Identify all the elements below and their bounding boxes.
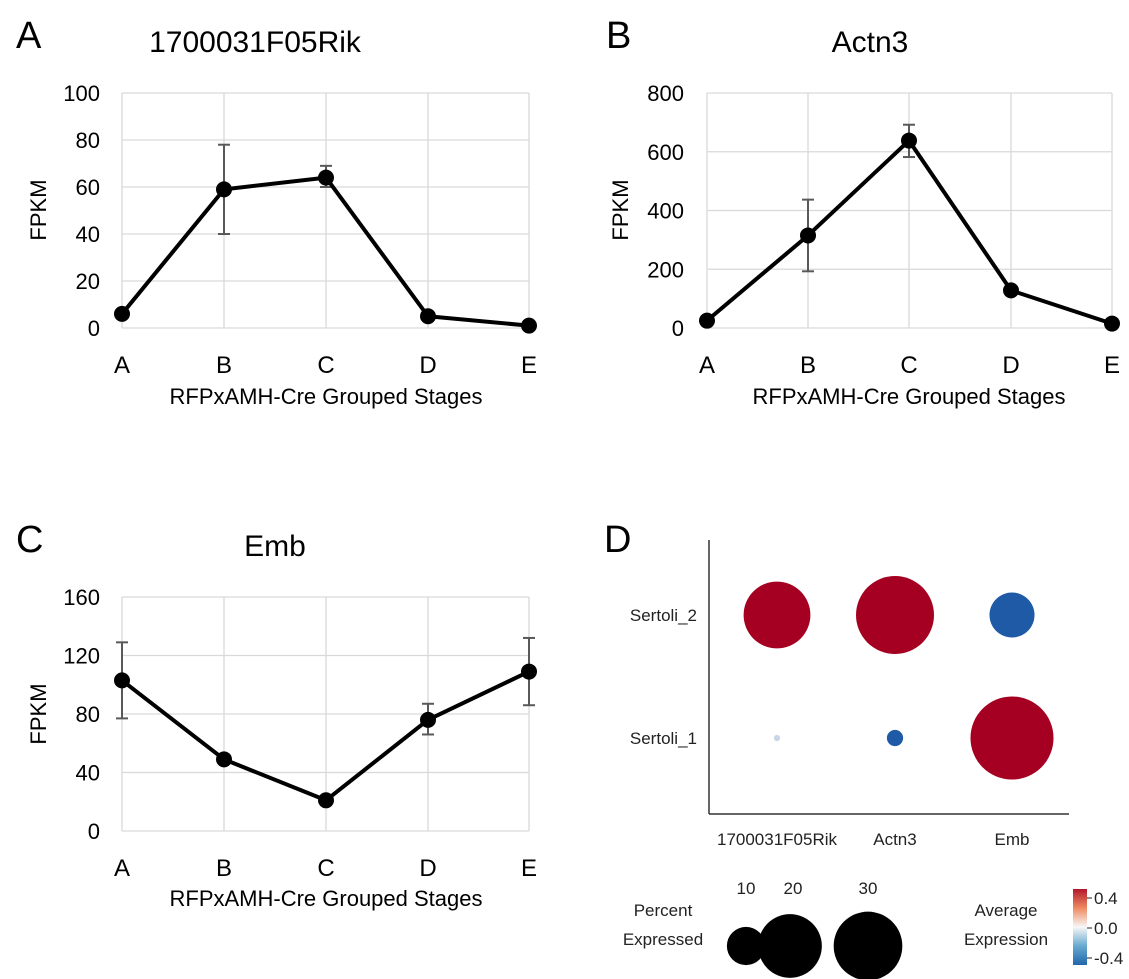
data-point <box>114 305 130 322</box>
y-tick-label: 100 <box>63 81 100 106</box>
data-point <box>1104 315 1120 332</box>
data-point <box>216 181 232 198</box>
x-tick-label: D <box>419 352 436 379</box>
gene-label: Emb <box>995 830 1030 849</box>
y-axis-title: FPKM <box>26 179 51 240</box>
x-tick-label: D <box>419 855 436 882</box>
x-tick-label: E <box>521 352 537 379</box>
data-point <box>318 792 334 809</box>
x-tick-label: B <box>800 352 816 379</box>
x-axis-title: RFPxAMH-Cre Grouped Stages <box>753 384 1066 409</box>
x-tick-label: B <box>216 855 232 882</box>
color-legend-bar <box>1073 889 1087 965</box>
y-tick-label: 400 <box>647 199 684 224</box>
panel-label: D <box>604 519 631 561</box>
size-legend-label: 10 <box>737 879 756 898</box>
x-tick-label: A <box>699 352 715 379</box>
chart-title: Emb <box>244 530 306 563</box>
dot <box>743 581 811 649</box>
y-tick-label: 120 <box>63 644 100 669</box>
color-legend-label: 0.4 <box>1094 889 1118 908</box>
line-chart-A: A 1700031F05Rik 0 20 40 60 80 100 A B C D E FPKM RFPxA… <box>16 15 537 409</box>
x-tick-label: A <box>114 352 130 379</box>
dot <box>886 729 904 747</box>
x-tick-label: E <box>521 855 537 882</box>
color-legend-label: -0.4 <box>1094 949 1123 968</box>
y-tick-label: 600 <box>647 140 684 165</box>
group-label: Sertoli_2 <box>630 606 697 625</box>
y-axis-title: FPKM <box>608 179 633 240</box>
size-legend-circle <box>726 926 766 966</box>
dot <box>856 576 934 654</box>
x-tick-label: C <box>317 855 334 882</box>
y-tick-label: 0 <box>88 316 100 341</box>
x-tick-label: A <box>114 855 130 882</box>
chart-title: Actn3 <box>832 26 909 59</box>
y-tick-label: 40 <box>76 222 100 247</box>
size-legend-circle <box>758 914 822 978</box>
data-point <box>1003 282 1019 299</box>
x-tick-label: B <box>216 352 232 379</box>
data-point <box>521 663 537 680</box>
dot <box>970 696 1054 780</box>
panel-label: C <box>16 519 43 561</box>
dot <box>989 592 1035 638</box>
data-point <box>420 308 436 325</box>
data-point <box>114 672 130 689</box>
gene-label: 1700031F05Rik <box>717 830 838 849</box>
data-point <box>521 317 537 334</box>
data-point <box>699 312 715 329</box>
size-legend-title: Percent <box>634 901 693 920</box>
x-tick-label: D <box>1002 352 1019 379</box>
y-tick-label: 0 <box>672 316 684 341</box>
group-label: Sertoli_1 <box>630 729 697 748</box>
y-tick-label: 80 <box>76 702 100 727</box>
y-tick-label: 200 <box>647 257 684 282</box>
y-tick-label: 0 <box>88 819 100 844</box>
color-legend-title: Expression <box>964 930 1048 949</box>
color-legend-title: Average <box>974 901 1037 920</box>
data-point <box>800 227 816 244</box>
dot <box>773 734 781 742</box>
data-point <box>420 711 436 728</box>
gene-label: Actn3 <box>873 830 916 849</box>
y-tick-label: 800 <box>647 81 684 106</box>
data-point <box>901 132 917 149</box>
size-legend-title: Expressed <box>623 930 703 949</box>
x-tick-label: E <box>1104 352 1120 379</box>
dot-plot-panel: D Sertoli_2 Sertoli_1 1700031F05Rik Actn3 Emb… <box>604 519 1123 979</box>
size-legend-label: 20 <box>784 879 803 898</box>
line-chart-C: C Emb 0 40 80 120 160 A B C D E FPKM RFPxAMH-Cre Grou… <box>16 519 537 911</box>
panel-label: A <box>16 15 42 57</box>
size-legend-circle <box>833 911 903 979</box>
chart-title: 1700031F05Rik <box>149 26 362 59</box>
y-tick-label: 80 <box>76 128 100 153</box>
y-tick-label: 60 <box>76 175 100 200</box>
data-point <box>318 169 334 186</box>
panel-label: B <box>606 15 631 57</box>
x-tick-label: C <box>900 352 917 379</box>
line-chart-B: B Actn3 0 200 400 600 800 A B C D E FPKM RFPxAMH-Cre … <box>606 15 1120 409</box>
y-tick-label: 160 <box>63 585 100 610</box>
size-legend-label: 30 <box>859 879 878 898</box>
x-axis-title: RFPxAMH-Cre Grouped Stages <box>170 886 483 911</box>
x-axis-title: RFPxAMH-Cre Grouped Stages <box>170 384 483 409</box>
x-tick-label: C <box>317 352 334 379</box>
y-tick-label: 20 <box>76 269 100 294</box>
y-axis-title: FPKM <box>26 683 51 744</box>
color-legend-label: 0.0 <box>1094 919 1118 938</box>
y-tick-label: 40 <box>76 761 100 786</box>
data-point <box>216 751 232 768</box>
